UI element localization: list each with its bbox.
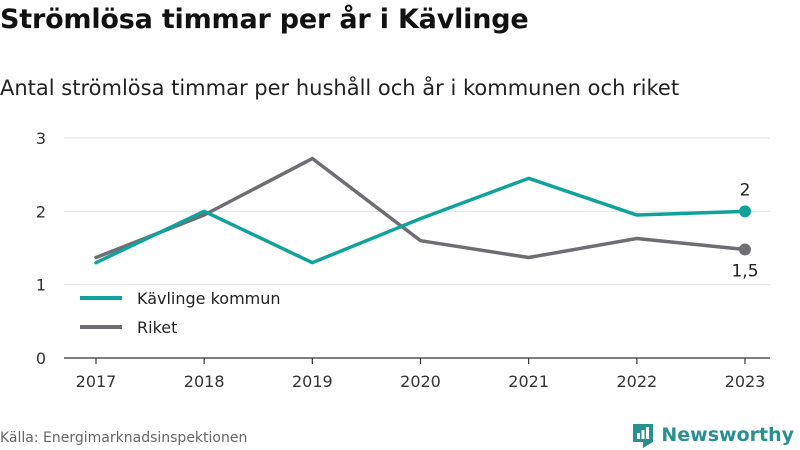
x-tick-label: 2022 [616,372,657,391]
data-label: 2 [740,180,751,200]
line-chart: 0 1 2 3 2017 2018 2019 2020 2021 2022 2023 2 1,5 Kävl… [36,129,770,391]
x-tick-label: 2018 [184,372,225,391]
x-tick-label: 2021 [508,372,549,391]
legend-label: Kävlinge kommun [137,289,281,308]
y-tick-label: 2 [36,202,46,221]
series-line [94,156,747,260]
x-tick-label: 2023 [725,372,766,391]
series-line [94,176,747,265]
series-end-point [739,243,751,256]
brand-logo: Newsworthy [631,420,794,450]
x-tick-label: 2019 [292,372,333,391]
chart-title: Strömlösa timmar per år i Kävlinge [0,4,529,35]
series-end-point [739,205,751,218]
x-tick-label: 2017 [76,372,117,391]
data-label: 1,5 [731,261,758,281]
brand-name: Newsworthy [661,424,794,446]
y-tick-label: 3 [36,129,46,148]
source-note: Källa: Energimarknadsinspektionen [0,430,248,446]
newsworthy-logo-icon [633,424,654,448]
chart-subtitle: Antal strömlösa timmar per hushåll och å… [0,76,680,100]
y-tick-label: 0 [36,349,46,368]
y-tick-label: 1 [36,276,46,295]
x-tick-label: 2020 [400,372,441,391]
legend-label: Riket [137,318,177,337]
